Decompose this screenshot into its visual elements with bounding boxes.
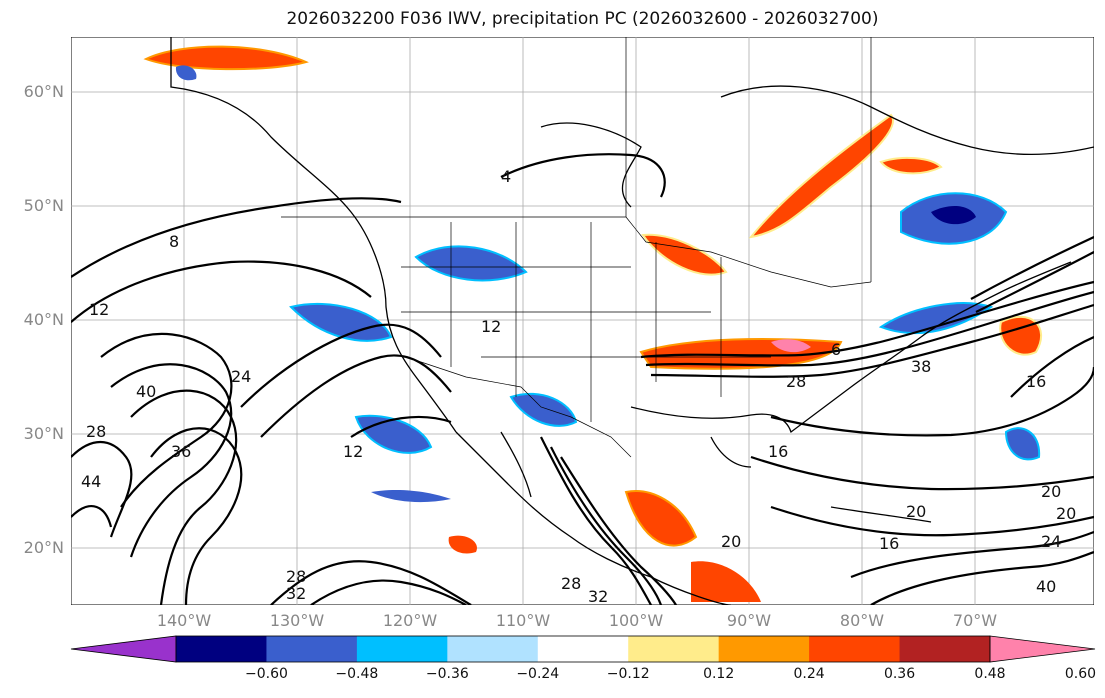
precip-neg-alaska — [175, 65, 197, 81]
contour-label: 24 — [1041, 532, 1061, 551]
precip-neg-caribbean — [1004, 427, 1041, 461]
precip-blob-pacific-sw — [448, 535, 477, 554]
colorbar-segment — [447, 636, 539, 662]
lat-label-40n: 40°N — [23, 310, 64, 329]
colorbar — [70, 635, 1096, 663]
colorbar-segment — [176, 636, 267, 662]
lat-label-60n: 60°N — [23, 82, 64, 101]
lon-label-140w: 140°W — [156, 611, 212, 630]
colorbar-tick-label: −0.48 — [335, 666, 379, 682]
contour-label: 40 — [1036, 577, 1056, 596]
colorbar-segment — [628, 636, 720, 662]
colorbar-outline — [175, 635, 991, 663]
colorbar-segment — [809, 636, 901, 662]
colorbar-tick-label: 0.12 — [703, 666, 735, 682]
contour-label: 16 — [879, 534, 899, 553]
contour-label: 36 — [171, 442, 191, 461]
contour-label: 12 — [89, 300, 109, 319]
map-panel: 4 8 12 12 16 16 20 20 20 24 24 28 28 28 … — [71, 37, 1094, 605]
contour-label: 28 — [86, 422, 106, 441]
precip-negative-regions — [175, 65, 1041, 503]
contour-label: 24 — [231, 367, 251, 386]
colorbar-extend-high — [989, 635, 1096, 663]
precip-blob-max — [771, 339, 811, 353]
precip-blob-ne-band — [748, 113, 894, 239]
contour-label: 32 — [588, 587, 608, 605]
contour-label: 16 — [768, 442, 788, 461]
contour-label: 20 — [906, 502, 926, 521]
precip-blob-mexico-south — [691, 561, 761, 602]
lon-label-130w: 130°W — [269, 611, 325, 630]
colorbar-segment — [266, 636, 358, 662]
contour-label: 4 — [501, 167, 511, 186]
precip-blob-mexico — [624, 490, 698, 547]
contour-labels: 4 8 12 12 16 16 20 20 20 24 24 28 28 28 … — [81, 167, 1076, 605]
contour-label: 32 — [286, 584, 306, 603]
contour-label: 38 — [911, 357, 931, 376]
lat-label-30n: 30°N — [23, 424, 64, 443]
colorbar-segment — [537, 636, 629, 662]
colorbar-tick-label: 0.60 — [1064, 666, 1097, 682]
coastlines — [170, 37, 1094, 605]
precip-neg-quebec-core — [931, 205, 976, 225]
lon-label-110w: 110°W — [495, 611, 551, 630]
lat-label-50n: 50°N — [23, 196, 64, 215]
map-title: 2026032200 F036 IWV, precipitation PC (2… — [286, 9, 879, 29]
contour-label: 12 — [481, 317, 501, 336]
precip-blob-atlantic — [999, 315, 1042, 356]
contour-label: 40 — [136, 382, 156, 401]
lat-label-20n: 20°N — [23, 538, 64, 557]
lon-label-90w: 90°W — [726, 611, 772, 630]
colorbar-tick-label: 0.24 — [793, 666, 825, 682]
lon-label-100w: 100°W — [608, 611, 664, 630]
colorbar-tick-label: 0.36 — [883, 666, 916, 682]
colorbar-tick-label: 0.48 — [974, 666, 1006, 682]
contour-label: 44 — [81, 472, 101, 491]
contour-label: 28 — [561, 574, 581, 593]
iwv-contours — [71, 153, 1094, 605]
colorbar-extend-low — [70, 635, 177, 663]
contour-label: 16 — [1026, 372, 1046, 391]
contour-label: 28 — [786, 372, 806, 391]
colorbar-segment — [899, 636, 991, 662]
colorbar-tick-label: −0.60 — [244, 666, 288, 682]
precip-neg-gulf-west — [509, 392, 578, 427]
lon-label-120w: 120°W — [382, 611, 438, 630]
colorbar-tick-label: −0.36 — [425, 666, 469, 682]
contour-label: 28 — [286, 567, 306, 586]
lon-label-80w: 80°W — [839, 611, 885, 630]
precip-neg-pacific-low — [371, 489, 451, 503]
lon-label-70w: 70°W — [952, 611, 998, 630]
contour-label: 20 — [1041, 482, 1061, 501]
precip-neg-west-coast — [289, 302, 393, 342]
contour-label: 20 — [721, 532, 741, 551]
colorbar-segment — [718, 636, 810, 662]
political-borders — [170, 37, 872, 458]
contour-label: 6 — [831, 340, 841, 359]
colorbar-tick-label: −0.24 — [516, 666, 560, 682]
contour-label: 20 — [1056, 504, 1076, 523]
contour-label: 12 — [343, 442, 363, 461]
colorbar-segments — [70, 635, 1096, 663]
colorbar-tick-label: −0.12 — [606, 666, 650, 682]
colorbar-segment — [356, 636, 448, 662]
contour-label: 8 — [169, 232, 179, 251]
precip-blob-ne-canada — [879, 156, 943, 175]
